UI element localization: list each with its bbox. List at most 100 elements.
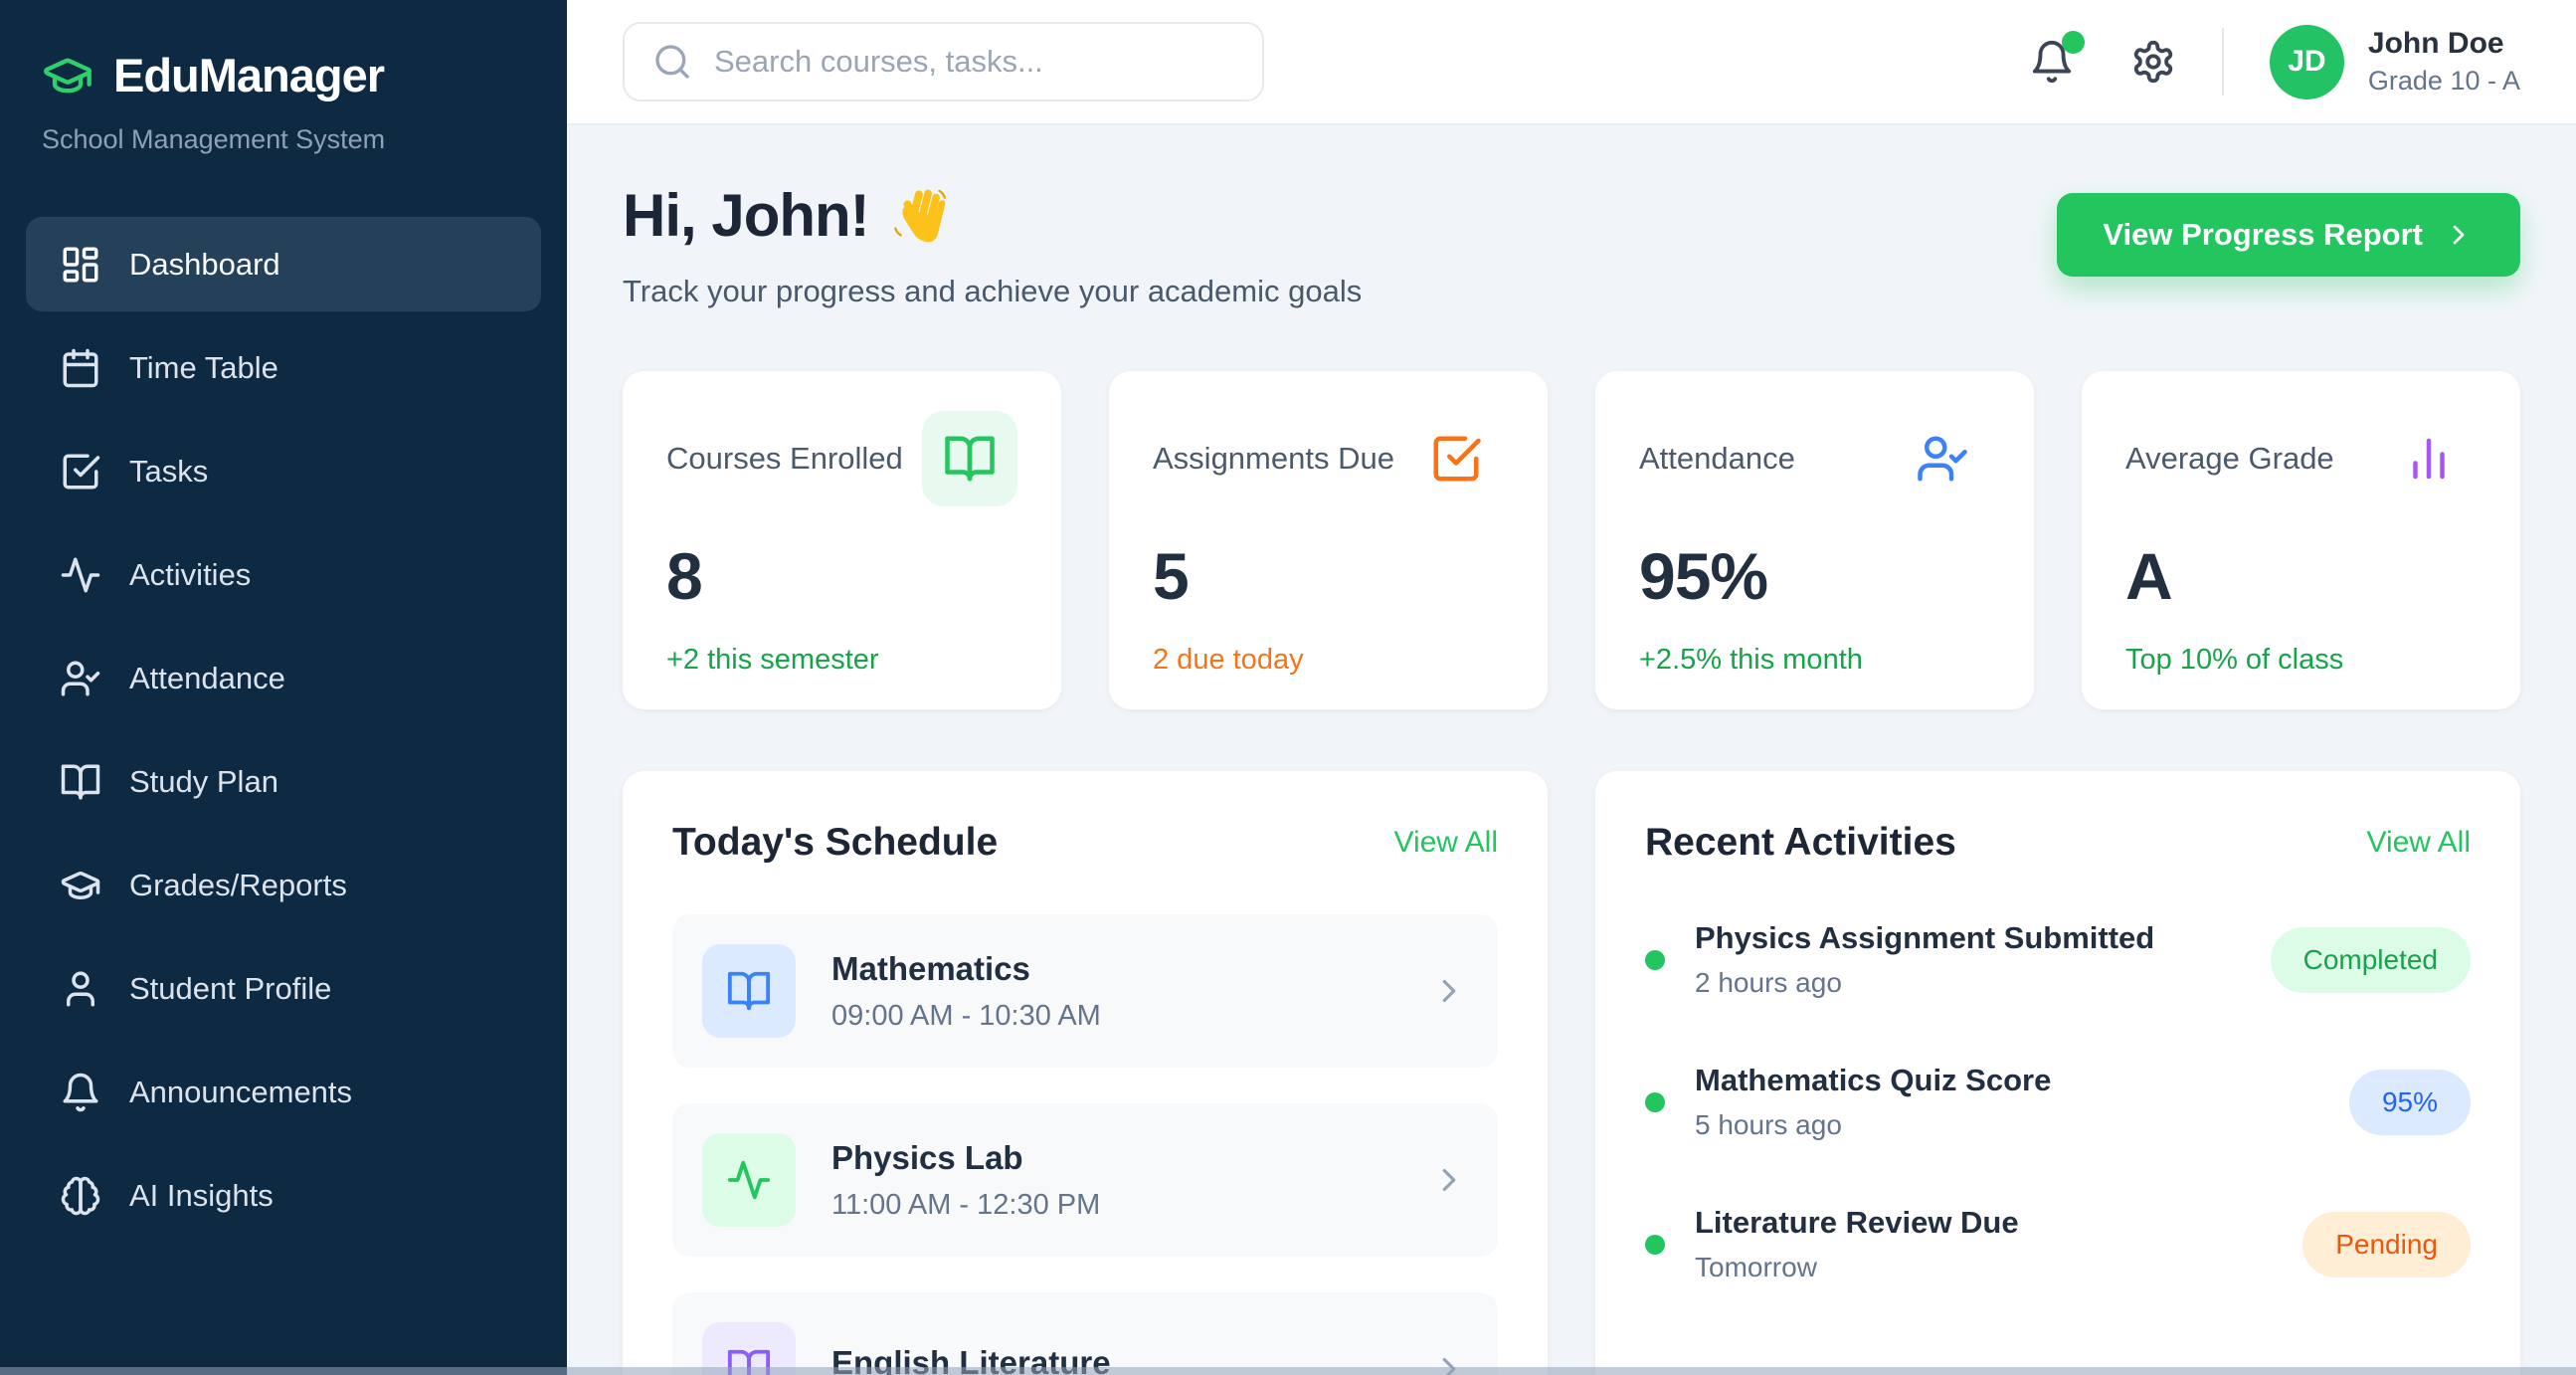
greeting-row: Hi, John! Track your progress and achiev…	[623, 181, 2520, 309]
sidebar-item-label: Dashboard	[129, 246, 280, 282]
stat-card-average-grade: Average Grade A Top 10% of class	[2082, 371, 2520, 709]
search-box[interactable]	[623, 22, 1264, 101]
app-title: EduManager	[113, 49, 385, 101]
graduation-cap-icon	[42, 50, 93, 101]
main-area: JD John Doe Grade 10 - A Hi, John! Track…	[567, 0, 2576, 1375]
sidebar-item-time-table[interactable]: Time Table	[26, 320, 541, 415]
schedule-item-english-literature[interactable]: English Literature	[672, 1292, 1498, 1375]
stat-card-attendance: Attendance 95% +2.5% this month	[1595, 371, 2034, 709]
schedule-item-time: 09:00 AM - 10:30 AM	[831, 999, 1101, 1032]
schedule-view-all-link[interactable]: View All	[1393, 826, 1498, 859]
view-progress-report-button[interactable]: View Progress Report	[2057, 193, 2520, 277]
stat-icon-bubble	[922, 411, 1017, 506]
sidebar-item-label: AI Insights	[129, 1177, 274, 1213]
activity-title: Literature Review Due	[1695, 1205, 2019, 1240]
activity-item-physics-assignment-submitted[interactable]: Physics Assignment Submitted 2 hours ago…	[1645, 920, 2471, 999]
chevron-right-icon[interactable]	[1430, 1161, 1468, 1199]
book-open-icon	[60, 761, 101, 803]
sidebar-item-tasks[interactable]: Tasks	[26, 424, 541, 518]
sidebar-item-label: Grades/Reports	[129, 867, 347, 902]
activity-item-mathematics-quiz-score[interactable]: Mathematics Quiz Score 5 hours ago 95%	[1645, 1063, 2471, 1141]
activity-time: 5 hours ago	[1695, 1109, 1842, 1140]
schedule-item-physics-lab[interactable]: Physics Lab 11:00 AM - 12:30 PM	[672, 1103, 1498, 1257]
stat-icon-bubble	[1895, 411, 1990, 506]
sidebar-item-label: Attendance	[129, 660, 285, 695]
activity-time: 2 hours ago	[1695, 967, 1842, 998]
user-icon	[60, 968, 101, 1010]
sidebar-item-dashboard[interactable]: Dashboard	[26, 217, 541, 311]
greeting-title: Hi, John!	[623, 181, 1362, 250]
app-tagline: School Management System	[42, 124, 386, 154]
recent-activities-panel: Recent Activities View All Physics Assig…	[1595, 771, 2520, 1375]
check-square-icon	[1429, 432, 1483, 486]
activity-icon	[60, 554, 101, 596]
sidebar-item-activities[interactable]: Activities	[26, 527, 541, 622]
search-icon	[652, 42, 692, 82]
schedule-title: Today's Schedule	[672, 821, 999, 864]
bottom-panels: Today's Schedule View All Mathematics 09…	[623, 771, 2520, 1375]
sidebar-item-label: Activities	[129, 556, 252, 592]
stat-cards-row: Courses Enrolled 8 +2 this semester Assi…	[623, 371, 2520, 709]
activities-view-all-link[interactable]: View All	[2366, 826, 2471, 859]
status-badge: Pending	[2302, 1211, 2471, 1277]
topbar-right: JD John Doe Grade 10 - A	[2029, 24, 2520, 99]
sidebar-nav: Dashboard Time Table Tasks Activities At…	[26, 217, 541, 1243]
gear-icon[interactable]	[2130, 39, 2176, 85]
schedule-list: Mathematics 09:00 AM - 10:30 AM Physics …	[672, 914, 1498, 1375]
status-badge: 95%	[2348, 1069, 2471, 1135]
search-input[interactable]	[714, 44, 1234, 80]
activity-dot	[1645, 1091, 1665, 1112]
schedule-item-title: Physics Lab	[831, 1138, 1023, 1176]
notification-dot	[2061, 31, 2085, 54]
sidebar-item-grades-reports[interactable]: Grades/Reports	[26, 838, 541, 932]
stat-card-assignments-due: Assignments Due 5 2 due today	[1109, 371, 1548, 709]
button-label: View Progress Report	[2103, 217, 2423, 252]
divider	[2221, 28, 2224, 96]
activity-dot	[1645, 949, 1665, 970]
todays-schedule-panel: Today's Schedule View All Mathematics 09…	[623, 771, 1548, 1375]
user-name: John Doe	[2367, 27, 2504, 60]
activity-item-literature-review-due[interactable]: Literature Review Due Tomorrow Pending	[1645, 1205, 2471, 1283]
stat-title: Courses Enrolled	[666, 441, 903, 476]
chevron-right-icon[interactable]	[1430, 972, 1468, 1010]
schedule-item-title: Mathematics	[831, 949, 1030, 987]
activity-title: Mathematics Quiz Score	[1695, 1063, 2052, 1097]
waving-hand-icon	[891, 185, 953, 247]
graduation-cap-icon	[60, 865, 101, 906]
app-logo: EduManager	[26, 48, 541, 102]
sidebar-item-ai-insights[interactable]: AI Insights	[26, 1148, 541, 1243]
stat-value: 95%	[1639, 539, 1768, 613]
sidebar-item-label: Study Plan	[129, 763, 278, 799]
sidebar-item-label: Time Table	[129, 349, 278, 385]
stat-title: Attendance	[1639, 441, 1795, 476]
topbar: JD John Doe Grade 10 - A	[567, 0, 2576, 125]
schedule-icon-bubble	[702, 1133, 796, 1227]
sidebar-item-announcements[interactable]: Announcements	[26, 1045, 541, 1139]
bell-icon[interactable]	[2029, 31, 2085, 85]
horizontal-scrollbar[interactable]	[0, 1367, 2576, 1375]
user-check-icon	[60, 658, 101, 699]
user-meta: John Doe Grade 10 - A	[2368, 27, 2520, 97]
activity-icon	[726, 1157, 772, 1203]
stat-title: Average Grade	[2125, 441, 2334, 476]
stat-icon-bubble	[2381, 411, 2477, 506]
avatar[interactable]: JD	[2269, 24, 2344, 99]
activity-title: Physics Assignment Submitted	[1695, 920, 2155, 955]
calendar-icon	[60, 347, 101, 389]
stat-icon-bubble	[1408, 411, 1504, 506]
schedule-item-time: 11:00 AM - 12:30 PM	[831, 1188, 1101, 1221]
stat-value: 5	[1153, 539, 1190, 613]
stat-footer: Top 10% of class	[2125, 644, 2344, 676]
book-open-icon	[726, 968, 772, 1014]
greeting-subtitle: Track your progress and achieve your aca…	[623, 274, 1363, 308]
sidebar-item-label: Tasks	[129, 453, 209, 489]
sidebar-item-student-profile[interactable]: Student Profile	[26, 941, 541, 1036]
sidebar-item-label: Announcements	[129, 1074, 353, 1109]
stat-value: A	[2125, 539, 2173, 613]
sidebar-item-attendance[interactable]: Attendance	[26, 631, 541, 725]
schedule-item-mathematics[interactable]: Mathematics 09:00 AM - 10:30 AM	[672, 914, 1498, 1068]
status-badge: Completed	[2270, 926, 2471, 993]
bar-chart-icon	[2402, 432, 2456, 486]
stat-value: 8	[666, 539, 703, 613]
sidebar-item-study-plan[interactable]: Study Plan	[26, 734, 541, 829]
